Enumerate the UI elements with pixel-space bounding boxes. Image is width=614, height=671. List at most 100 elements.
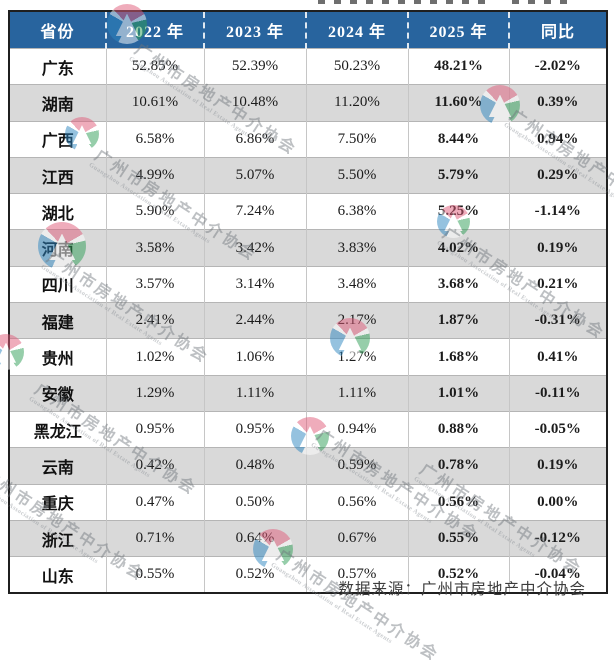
table-body: 广东 52.85% 52.39% 50.23% 48.21% -2.02% 湖南… [9, 47, 607, 594]
value-2025-cell: 0.88% [407, 410, 509, 448]
province-cell: 湖北 [9, 193, 106, 230]
yoy-cell: -0.11% [508, 374, 607, 412]
table-row: 云南 0.42% 0.48% 0.59% 0.78% 0.19% [9, 447, 607, 485]
table-row: 安徽 1.29% 1.11% 1.11% 1.01% -0.11% [9, 374, 607, 412]
col-header-2022: 2022 年 [105, 11, 204, 49]
value-2022-cell: 3.57% [105, 265, 204, 303]
value-2022-cell: 0.95% [105, 410, 204, 448]
yoy-cell: 0.21% [508, 265, 607, 303]
table-row: 河南 3.58% 3.42% 3.83% 4.02% 0.19% [9, 229, 607, 267]
value-2024-cell: 7.50% [305, 120, 408, 158]
value-2022-cell: 0.47% [105, 483, 204, 521]
value-2025-cell: 48.21% [407, 47, 509, 85]
col-header-yoy: 同比 [508, 11, 607, 49]
value-2025-cell: 0.55% [407, 519, 509, 557]
table-row: 江西 4.99% 5.07% 5.50% 5.79% 0.29% [9, 156, 607, 194]
cropped-title-fragment [512, 0, 572, 4]
value-2023-cell: 6.86% [203, 120, 306, 158]
value-2023-cell: 0.95% [203, 410, 306, 448]
province-cell: 浙江 [9, 519, 106, 557]
province-cell: 重庆 [9, 483, 106, 521]
value-2022-cell: 0.42% [105, 447, 204, 485]
value-2025-cell: 4.02% [407, 229, 509, 267]
value-2023-cell: 7.24% [203, 193, 306, 230]
province-cell: 广东 [9, 47, 106, 85]
value-2023-cell: 5.07% [203, 156, 306, 194]
yoy-cell: -1.14% [508, 193, 607, 230]
table-row: 四川 3.57% 3.14% 3.48% 3.68% 0.21% [9, 265, 607, 303]
table-row: 广西 6.58% 6.86% 7.50% 8.44% 0.94% [9, 120, 607, 158]
value-2023-cell: 2.44% [203, 302, 306, 339]
value-2024-cell: 0.59% [305, 447, 408, 485]
value-2023-cell: 3.42% [203, 229, 306, 267]
value-2025-cell: 11.60% [407, 84, 509, 122]
value-2025-cell: 5.25% [407, 193, 509, 230]
table-row: 重庆 0.47% 0.50% 0.56% 0.56% 0.00% [9, 483, 607, 521]
value-2024-cell: 0.94% [305, 410, 408, 448]
value-2023-cell: 10.48% [203, 84, 306, 122]
value-2024-cell: 3.83% [305, 229, 408, 267]
value-2025-cell: 0.56% [407, 483, 509, 521]
value-2022-cell: 4.99% [105, 156, 204, 194]
table-row: 浙江 0.71% 0.64% 0.67% 0.55% -0.12% [9, 519, 607, 557]
value-2025-cell: 5.79% [407, 156, 509, 194]
province-cell: 河南 [9, 229, 106, 267]
yoy-cell: 0.94% [508, 120, 607, 158]
value-2024-cell: 2.17% [305, 302, 408, 339]
col-header-province: 省份 [9, 11, 106, 49]
yoy-cell: 0.39% [508, 84, 607, 122]
value-2023-cell: 1.06% [203, 338, 306, 376]
table-row: 贵州 1.02% 1.06% 1.27% 1.68% 0.41% [9, 338, 607, 376]
value-2025-cell: 0.78% [407, 447, 509, 485]
province-cell: 云南 [9, 447, 106, 485]
yoy-cell: -0.04% [508, 556, 607, 594]
data-source-label: 数据来源：广州市房地产中介协会 [338, 581, 586, 598]
value-2025-cell: 1.87% [407, 302, 509, 339]
value-2024-cell: 3.48% [305, 265, 408, 303]
value-2024-cell: 1.27% [305, 338, 408, 376]
province-cell: 江西 [9, 156, 106, 194]
yoy-cell: 0.19% [508, 447, 607, 485]
value-2023-cell: 0.52% [203, 556, 306, 594]
value-2022-cell: 1.29% [105, 374, 204, 412]
col-header-2025: 2025 年 [407, 11, 509, 49]
header-row: 省份 2022 年 2023 年 2024 年 2025 年 同比 [9, 11, 607, 49]
yoy-cell: -0.31% [508, 302, 607, 339]
cropped-title-fragment [318, 0, 488, 4]
value-2024-cell: 1.11% [305, 374, 408, 412]
table-row: 黑龙江 0.95% 0.95% 0.94% 0.88% -0.05% [9, 410, 607, 448]
table-row: 湖北 5.90% 7.24% 6.38% 5.25% -1.14% [9, 193, 607, 230]
province-cell: 广西 [9, 120, 106, 158]
table-row: 湖南 10.61% 10.48% 11.20% 11.60% 0.39% [9, 84, 607, 122]
table-row: 广东 52.85% 52.39% 50.23% 48.21% -2.02% [9, 47, 607, 85]
yoy-cell: 0.29% [508, 156, 607, 194]
value-2023-cell: 0.64% [203, 519, 306, 557]
value-2022-cell: 2.41% [105, 302, 204, 339]
value-2025-cell: 1.01% [407, 374, 509, 412]
province-cell: 四川 [9, 265, 106, 303]
value-2025-cell: 8.44% [407, 120, 509, 158]
yoy-cell: -0.05% [508, 410, 607, 448]
value-2022-cell: 3.58% [105, 229, 204, 267]
province-cell: 福建 [9, 302, 106, 339]
value-2024-cell: 0.56% [305, 483, 408, 521]
value-2024-cell: 5.50% [305, 156, 408, 194]
table-header: 省份 2022 年 2023 年 2024 年 2025 年 同比 [9, 11, 607, 49]
value-2023-cell: 1.11% [203, 374, 306, 412]
value-2022-cell: 1.02% [105, 338, 204, 376]
province-cell: 贵州 [9, 338, 106, 376]
value-2025-cell: 3.68% [407, 265, 509, 303]
province-cell: 山东 [9, 556, 106, 594]
yoy-cell: 0.19% [508, 229, 607, 267]
province-cell: 黑龙江 [9, 410, 106, 448]
data-table: 省份 2022 年 2023 年 2024 年 2025 年 同比 广东 52.… [8, 10, 608, 595]
yoy-cell: 0.41% [508, 338, 607, 376]
yoy-cell: 0.00% [508, 483, 607, 521]
province-cell: 安徽 [9, 374, 106, 412]
value-2022-cell: 10.61% [105, 84, 204, 122]
value-2024-cell: 50.23% [305, 47, 408, 85]
table-row: 福建 2.41% 2.44% 2.17% 1.87% -0.31% [9, 302, 607, 339]
value-2022-cell: 6.58% [105, 120, 204, 158]
value-2022-cell: 0.71% [105, 519, 204, 557]
value-2024-cell: 0.57% [305, 556, 408, 594]
